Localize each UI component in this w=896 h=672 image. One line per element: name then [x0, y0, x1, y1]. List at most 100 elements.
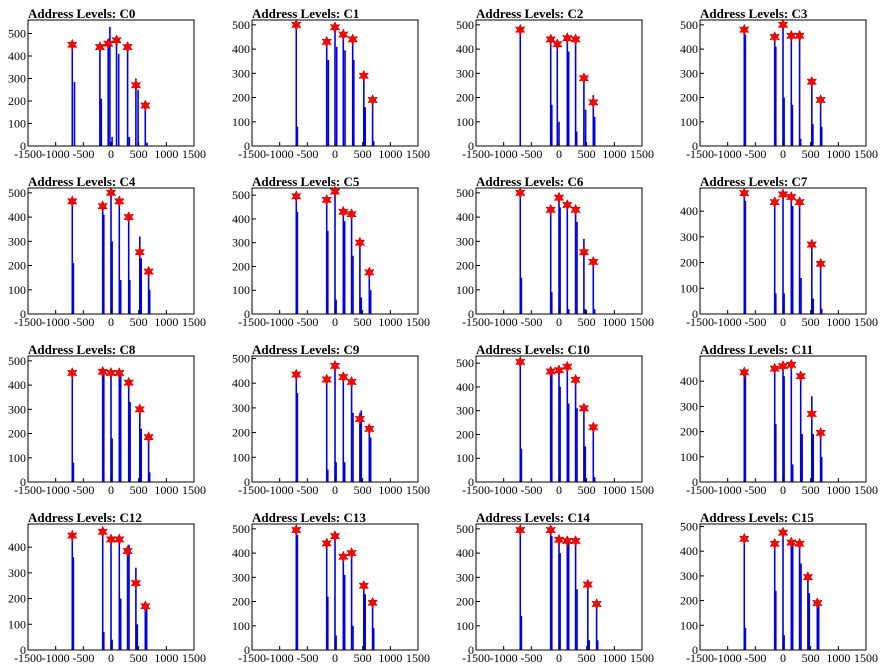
y-tick-label: 500: [680, 18, 698, 32]
peak-marker: [811, 596, 823, 610]
x-tick-label: -1500: [238, 147, 266, 161]
peak-marker: [514, 186, 526, 199]
x-tick-label: -1000: [42, 315, 70, 329]
peak-marker: [130, 576, 142, 590]
y-tick-label: 200: [232, 426, 250, 440]
y-tick-label: 300: [232, 236, 250, 250]
peak-marker: [111, 34, 122, 47]
y-tick-label: 200: [456, 427, 474, 441]
x-tick-label: 500: [802, 483, 820, 497]
peak-marker: [122, 544, 133, 558]
chart-panel-c15: Address Levels: C15 0 100 200 300 400 500 -1500…: [680, 510, 878, 665]
x-tick-label: 0: [332, 483, 338, 497]
y-tick-label: 0: [20, 307, 26, 321]
peak-marker: [354, 412, 366, 426]
x-tick-label: 500: [802, 147, 820, 161]
chart-title: Address Levels: C3: [700, 6, 808, 21]
x-tick-label: -1500: [238, 483, 266, 497]
chart-title: Address Levels: C13: [252, 510, 366, 525]
peak-marker: [329, 185, 341, 198]
x-tick-label: 1000: [378, 147, 402, 161]
peak-marker: [582, 578, 594, 591]
x-tick-label: 1500: [406, 651, 430, 665]
peak-marker: [794, 537, 805, 550]
x-tick-label: -500: [296, 147, 318, 161]
x-tick-label: 1000: [378, 651, 402, 665]
peak-marker: [130, 79, 142, 92]
peak-marker: [290, 190, 302, 203]
chart-panel-c14: Address Levels: C14 0 100 200 300 400 500 -1500…: [456, 510, 654, 665]
peak-marker: [123, 210, 135, 224]
peak-marker: [346, 208, 357, 221]
x-tick-label: 500: [578, 483, 596, 497]
y-tick-label: 300: [8, 234, 26, 248]
y-tick-label: 100: [680, 618, 698, 632]
y-tick-label: 100: [8, 117, 26, 131]
x-tick-label: -1500: [686, 651, 714, 665]
y-tick-label: 400: [232, 42, 250, 56]
peak-marker: [97, 200, 109, 213]
peak-marker: [337, 28, 349, 41]
peak-marker: [785, 358, 797, 371]
x-tick-label: -500: [744, 315, 766, 329]
x-tick-label: 1000: [154, 147, 178, 161]
x-tick-label: -500: [72, 315, 94, 329]
chart-panel-c3: Address Levels: C30100200300400500-1500-…: [680, 6, 878, 161]
peak-marker: [545, 33, 557, 46]
y-tick-label: 300: [232, 570, 250, 584]
y-tick-label: 400: [232, 212, 250, 226]
x-tick-label: 1500: [630, 147, 654, 161]
y-tick-label: 300: [680, 230, 698, 244]
x-tick-label: 0: [556, 315, 562, 329]
x-tick-label: 500: [354, 147, 372, 161]
chart-panel-c11: Address Levels: C11 0 100 200 300 400 -1500 -10…: [680, 342, 878, 497]
peak-marker: [578, 402, 590, 415]
chart-title: Address Levels: C6: [476, 174, 584, 189]
y-tick-label: 300: [456, 404, 474, 418]
peak-marker: [102, 37, 114, 50]
x-tick-label: -500: [520, 147, 542, 161]
peak-marker: [738, 23, 750, 36]
chart-title: Address Levels: C4: [28, 174, 136, 189]
x-tick-label: -1500: [686, 147, 714, 161]
peak-marker: [570, 203, 581, 216]
x-tick-label: -1000: [266, 147, 294, 161]
peak-marker: [290, 523, 302, 537]
peak-marker: [337, 550, 349, 563]
chart-panel-c10: Address Levels: C10 0 100 200 300 400 500 -1500…: [456, 342, 654, 497]
x-tick-label: 1000: [378, 315, 402, 329]
peak-marker: [545, 523, 557, 537]
chart-title: Address Levels: C9: [252, 342, 360, 357]
x-tick-label: -500: [744, 651, 766, 665]
chart-panel-c12: Address Levels: C12 0 100 200 300 400 -1500 -10…: [8, 510, 206, 665]
chart-title: Address Levels: C15: [700, 510, 814, 525]
y-tick-label: 400: [8, 210, 26, 224]
y-tick-label: 500: [456, 356, 474, 370]
chart-panel-c4: Address Levels: C40100200300400500-1500-…: [8, 174, 206, 329]
peak-marker: [367, 93, 378, 107]
x-tick-label: 1500: [406, 315, 430, 329]
x-tick-label: 0: [332, 651, 338, 665]
peak-marker: [570, 373, 581, 386]
x-tick-label: -500: [744, 483, 766, 497]
x-tick-label: 500: [578, 651, 596, 665]
y-tick-label: 0: [244, 475, 250, 489]
peak-marker: [561, 360, 573, 373]
x-tick-label: 1500: [630, 651, 654, 665]
y-tick-label: 200: [232, 259, 250, 273]
x-tick-label: 500: [354, 315, 372, 329]
x-tick-label: 1500: [182, 315, 206, 329]
y-tick-label: 500: [456, 18, 474, 32]
x-tick-label: 1000: [154, 315, 178, 329]
peak-marker: [66, 366, 78, 380]
x-tick-label: 1500: [182, 651, 206, 665]
peak-marker: [587, 96, 599, 109]
peak-marker: [358, 69, 370, 82]
peak-marker: [806, 75, 818, 88]
x-tick-label: 1000: [602, 315, 626, 329]
x-tick-label: 1000: [826, 483, 850, 497]
x-tick-label: -1000: [42, 147, 70, 161]
x-tick-label: 1000: [154, 483, 178, 497]
y-tick-label: 400: [8, 540, 26, 554]
x-tick-label: -500: [520, 315, 542, 329]
